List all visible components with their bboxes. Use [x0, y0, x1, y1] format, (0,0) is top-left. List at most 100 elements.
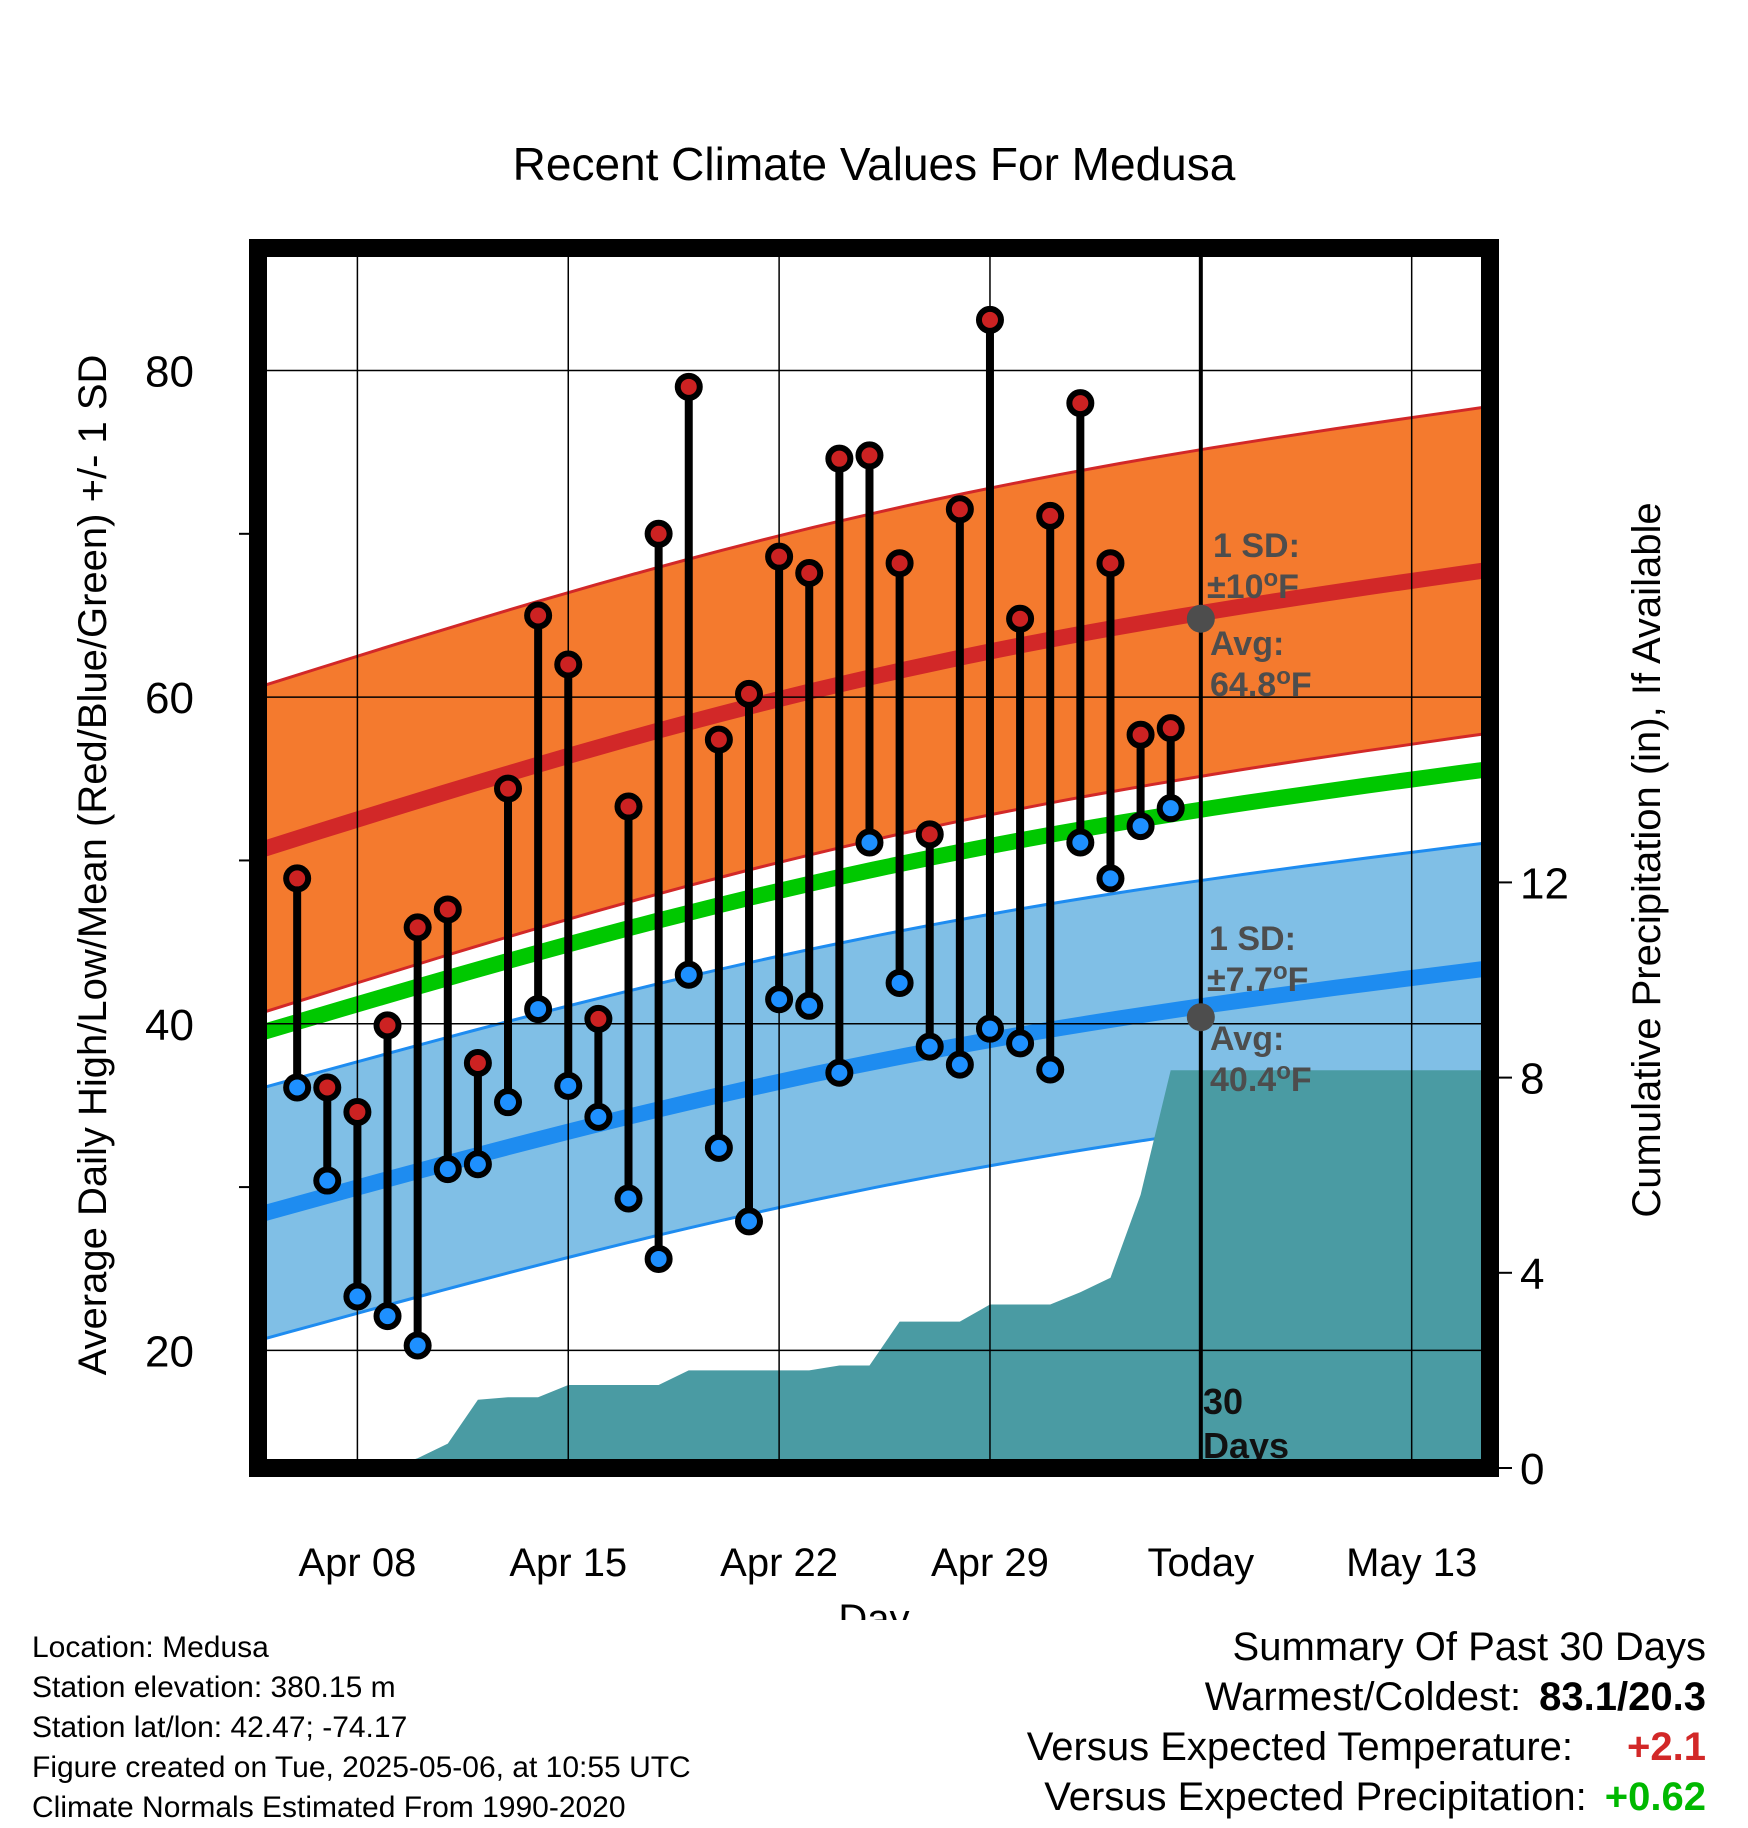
- warm-cold-row: Warmest/Coldest: 83.1/20.3: [1027, 1672, 1706, 1722]
- plot-frame: [249, 239, 1499, 1477]
- daily-low-point: [1036, 1055, 1065, 1084]
- daily-low-point: [765, 985, 794, 1014]
- y2-tick-label: 0: [1520, 1445, 1544, 1494]
- daily-low-point: [644, 1244, 673, 1273]
- warm-cold-value: 83.1/20.3: [1539, 1675, 1706, 1719]
- daily-high-point: [825, 444, 854, 473]
- daily-high-point: [283, 864, 312, 893]
- y2-tick-label: 12: [1520, 859, 1569, 908]
- today-high-avg-marker: [1186, 604, 1215, 633]
- daily-high-point: [704, 725, 733, 754]
- y-axis-label: Average Daily High/Low/Mean (Red/Blue/Gr…: [71, 355, 115, 1376]
- mean-line: [258, 761, 1490, 1042]
- y-tick-label: 80: [145, 347, 194, 396]
- daily-high-point: [975, 305, 1004, 334]
- x-tick-label: Apr 15: [509, 1541, 627, 1585]
- low-sd-value: ±7.7oF: [1207, 958, 1308, 999]
- daily-high-point: [494, 774, 523, 803]
- daily-low-point: [283, 1073, 312, 1102]
- daily-high-point: [644, 519, 673, 548]
- daily-low-point: [1096, 864, 1125, 893]
- daily-high-point: [1126, 720, 1155, 749]
- daily-low-point: [494, 1088, 523, 1117]
- daily-high-point: [1036, 501, 1065, 530]
- y-tick-label: 20: [145, 1327, 194, 1376]
- temp-value: +2.1: [1627, 1725, 1706, 1769]
- daily-high-point: [403, 913, 432, 942]
- daily-high-point: [855, 441, 884, 470]
- daily-low-point: [795, 991, 824, 1020]
- daily-low-point: [343, 1282, 372, 1311]
- y2-tick-label: 4: [1520, 1250, 1544, 1299]
- daily-low-point: [1126, 812, 1155, 841]
- climate-chart: Recent Climate Values For Medusa 1 SD:±1…: [71, 138, 1669, 1620]
- x-tick-label: Today: [1147, 1541, 1254, 1585]
- x-tick-label: Apr 29: [931, 1541, 1049, 1585]
- low-avg-label: Avg:: [1210, 1020, 1284, 1058]
- daily-high-point: [524, 601, 553, 630]
- precip-value: +0.62: [1604, 1775, 1706, 1819]
- latlon-text: Station lat/lon: 42.47; -74.17: [32, 1711, 408, 1744]
- x-tick-label: Apr 08: [298, 1541, 416, 1585]
- daily-high-point: [1066, 389, 1095, 418]
- elevation-text: Station elevation: 380.15 m: [32, 1671, 396, 1704]
- low-sd-label: 1 SD:: [1209, 920, 1296, 958]
- low-sd-band: [258, 842, 1490, 1341]
- daily-high-point: [554, 650, 583, 679]
- daily-high-point: [343, 1097, 372, 1126]
- daily-low-point: [524, 995, 553, 1024]
- temp-row: Versus Expected Temperature: +2.1: [1027, 1722, 1706, 1772]
- daily-low-point: [734, 1207, 763, 1236]
- high-sd-band-upper-edge: [258, 404, 1490, 689]
- daily-high-point: [614, 792, 643, 821]
- x-tick-label: May 13: [1346, 1541, 1477, 1585]
- created-text: Figure created on Tue, 2025-05-06, at 10…: [32, 1751, 691, 1784]
- daily-high-point: [1156, 714, 1185, 743]
- daily-high-point: [584, 1004, 613, 1033]
- y-tick-label: 60: [145, 674, 194, 723]
- normals-text: Climate Normals Estimated From 1990-2020: [32, 1791, 626, 1824]
- daily-high-point: [795, 559, 824, 588]
- daily-low-point: [704, 1133, 733, 1162]
- daily-high-point: [373, 1011, 402, 1040]
- daily-low-point: [855, 828, 884, 857]
- warm-cold-label: Warmest/Coldest:: [1204, 1675, 1522, 1719]
- daily-low-point: [313, 1166, 342, 1195]
- daily-low-point: [373, 1302, 402, 1331]
- daily-high-point: [674, 372, 703, 401]
- daily-low-point: [463, 1150, 492, 1179]
- daily-low-point: [674, 960, 703, 989]
- today-low-avg-marker: [1186, 1003, 1215, 1032]
- axes: 20 40 60 80 0 4 8 12 Apr 08 Apr 15 Apr 22 Apr 29 Tod…: [145, 239, 1569, 1585]
- daily-low-point: [433, 1155, 462, 1184]
- high-sd-label: 1 SD:: [1213, 527, 1300, 565]
- y-tick-label: 40: [145, 1001, 194, 1050]
- daily-high-point: [915, 820, 944, 849]
- days-count-label: 30: [1203, 1381, 1243, 1422]
- daily-low-point: [403, 1331, 432, 1360]
- precip-label: Versus Expected Precipitation:: [1044, 1775, 1587, 1819]
- daily-high-point: [885, 549, 914, 578]
- daily-low-point: [554, 1071, 583, 1100]
- y2-axis-label: Cumulative Precipitation (in), If Availa…: [1625, 502, 1669, 1217]
- daily-high-point: [765, 542, 794, 571]
- daily-high-point: [945, 495, 974, 524]
- daily-low-point: [915, 1032, 944, 1061]
- daily-low-point: [885, 968, 914, 997]
- daily-high-point: [734, 679, 763, 708]
- daily-low-point: [975, 1014, 1004, 1043]
- daily-low-point: [1156, 794, 1185, 823]
- high-sd-value: ±10oF: [1207, 565, 1299, 606]
- summary-title: Summary Of Past 30 Days: [1232, 1625, 1706, 1669]
- daily-low-point: [945, 1050, 974, 1079]
- daily-high-point: [1096, 549, 1125, 578]
- daily-high-point: [433, 895, 462, 924]
- x-axis-label: Day: [838, 1597, 909, 1620]
- y2-tick-label: 8: [1520, 1055, 1544, 1104]
- low-avg-value: 40.4oF: [1210, 1058, 1312, 1099]
- daily-low-point: [1066, 828, 1095, 857]
- precipitation-area: [258, 1070, 1490, 1468]
- location-text: Location: Medusa: [32, 1631, 269, 1664]
- high-average-line: [258, 561, 1490, 859]
